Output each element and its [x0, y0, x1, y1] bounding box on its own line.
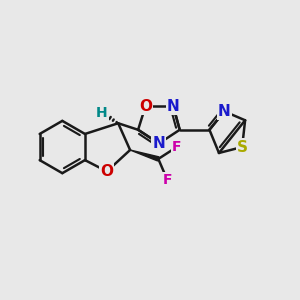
Text: S: S: [237, 140, 248, 154]
Text: N: N: [167, 98, 180, 113]
Text: F: F: [163, 173, 172, 187]
Text: O: O: [139, 98, 152, 113]
Text: O: O: [100, 164, 113, 179]
Text: F: F: [172, 140, 182, 154]
Polygon shape: [130, 150, 159, 161]
Text: H: H: [96, 106, 108, 120]
Text: N: N: [152, 136, 165, 151]
Text: N: N: [218, 104, 231, 119]
